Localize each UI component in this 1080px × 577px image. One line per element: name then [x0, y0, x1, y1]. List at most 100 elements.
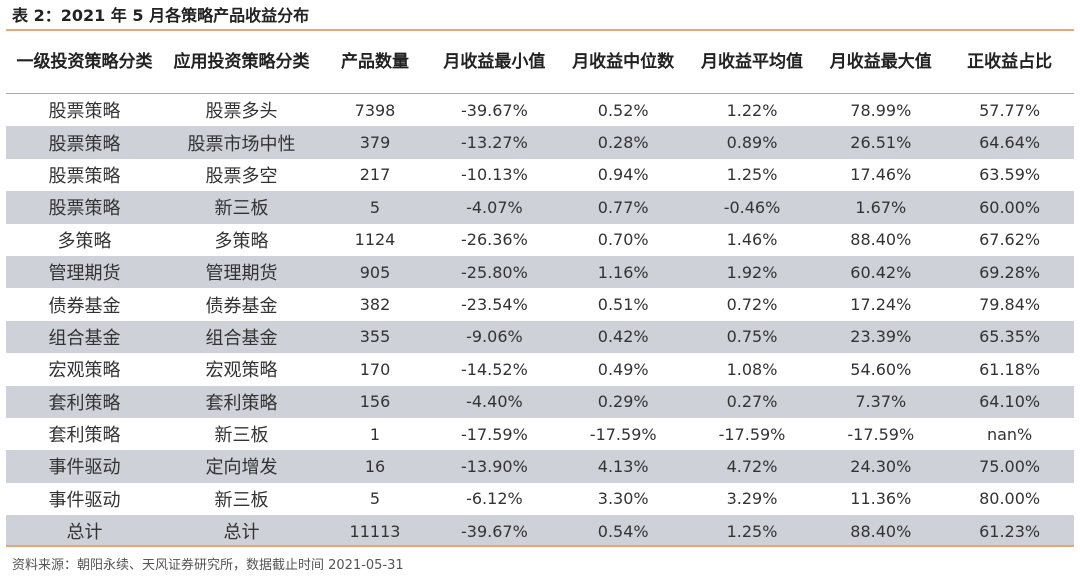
- table-cell: 管理期货: [6, 255, 163, 289]
- table-cell: 新三板: [163, 191, 320, 224]
- table-cell: 股票策略: [48, 101, 121, 123]
- source-note: 资料来源：朝阳永续、天风证券研究所，数据截止时间 2021-05-31: [12, 558, 404, 573]
- table-row: 股票策略 新三板 5 -4.07% 0.77% -0.46% 1.67% 60.00%: [6, 191, 1074, 224]
- table-cell: 11.36%: [850, 489, 912, 509]
- title-divider: [6, 29, 1074, 31]
- table-cell: 总计: [163, 515, 320, 548]
- header-monthly-median: 月收益中位数: [572, 51, 675, 72]
- table-cell: 股票市场中性: [163, 126, 320, 159]
- table-cell: -4.07%: [430, 191, 559, 224]
- table-cell: 0.72%: [726, 295, 778, 315]
- table-cell: 1.22%: [726, 100, 778, 120]
- table-title: 表 2：2021 年 5 月各策略产品收益分布: [12, 6, 310, 25]
- table-cell: 1.25%: [687, 515, 817, 548]
- table-cell: 宏观策略: [48, 360, 121, 382]
- table-cell: 5: [369, 489, 381, 509]
- table-cell: 多策略: [57, 230, 112, 252]
- table-cell: 217: [359, 165, 391, 185]
- table-cell: 0.27%: [687, 385, 817, 418]
- table-cell: -10.13%: [461, 165, 528, 185]
- table-cell: 379: [320, 126, 430, 159]
- table-cell: 26.51%: [816, 126, 946, 159]
- table-cell: 60.42%: [816, 255, 946, 289]
- table-cell: 64.64%: [945, 126, 1074, 159]
- header-product-count: 产品数量: [341, 51, 409, 72]
- table-cell: 0.52%: [597, 100, 649, 120]
- table-cell: 54.60%: [850, 359, 912, 379]
- table-cell: -39.67%: [461, 100, 528, 120]
- table-cell: 79.84%: [979, 295, 1041, 315]
- table-cell: 管理期货: [163, 255, 320, 289]
- header-positive-ratio: 正收益占比: [967, 51, 1053, 72]
- table-cell: 60.00%: [945, 191, 1074, 224]
- table-cell: 股票多空: [205, 165, 278, 187]
- table-row: 债券基金 债券基金 382 -23.54% 0.51% 0.72% 17.24% 79.84%: [6, 288, 1074, 320]
- table-cell: 170: [359, 359, 391, 379]
- table-cell: 156: [320, 385, 430, 418]
- table-cell: -13.90%: [430, 450, 559, 483]
- table-cell: 定向增发: [163, 450, 320, 483]
- table-cell: -6.12%: [466, 489, 523, 509]
- table-cell: 24.30%: [816, 450, 946, 483]
- table-row: 总计 总计 11113 -39.67% 0.54% 1.25% 88.40% 61.23%: [6, 515, 1074, 548]
- table-cell: 80.00%: [979, 489, 1041, 509]
- table-cell: -23.54%: [461, 295, 528, 315]
- table-cell: 3.29%: [726, 489, 778, 509]
- table-cell: 债券基金: [205, 295, 278, 317]
- table-cell: 债券基金: [48, 295, 121, 317]
- table-cell: 1124: [354, 230, 396, 250]
- header-monthly-mean: 月收益平均值: [700, 51, 803, 72]
- table-row: 组合基金 组合基金 355 -9.06% 0.42% 0.75% 23.39% 65.35%: [6, 320, 1074, 354]
- table-cell: 1.67%: [816, 191, 946, 224]
- table-cell: 套利策略: [163, 385, 320, 418]
- table-cell: 事件驱动: [6, 450, 163, 483]
- table-cell: 65.35%: [945, 320, 1074, 354]
- table-cell: -4.40%: [430, 385, 559, 418]
- table-cell: 0.89%: [687, 126, 817, 159]
- table-cell: 股票策略: [6, 126, 163, 159]
- table-cell: 78.99%: [850, 100, 912, 120]
- table-cell: -14.52%: [461, 359, 528, 379]
- table-cell: 股票多头: [205, 101, 278, 123]
- table-cell: 1: [369, 424, 381, 444]
- header-primary-strategy: 一级投资策略分类: [16, 51, 153, 72]
- table-cell: 75.00%: [945, 450, 1074, 483]
- table-cell: -17.59%: [461, 424, 528, 444]
- table-cell: -13.27%: [430, 126, 559, 159]
- header-monthly-max: 月收益最大值: [829, 51, 932, 72]
- table-cell: 0.28%: [558, 126, 688, 159]
- table-row: 股票策略 股票市场中性 379 -13.27% 0.28% 0.89% 26.51% 64.6…: [6, 126, 1074, 159]
- table-cell: 4.72%: [687, 450, 817, 483]
- table-cell: -39.67%: [430, 515, 559, 548]
- table-cell: 1.46%: [726, 230, 778, 250]
- header-applied-strategy: 应用投资策略分类: [173, 51, 310, 72]
- table-cell: 88.40%: [850, 230, 912, 250]
- table-cell: 64.10%: [945, 385, 1074, 418]
- table-cell: 宏观策略: [205, 360, 278, 382]
- table-row: 套利策略 套利策略 156 -4.40% 0.29% 0.27% 7.37% 64.10%: [6, 385, 1074, 418]
- table-cell: 7398: [354, 100, 396, 120]
- table-cell: -17.59%: [847, 424, 915, 444]
- table-row: 事件驱动 新三板 5 -6.12% 3.30% 3.29% 11.36% 80.00%: [6, 483, 1074, 515]
- table-row: 股票策略 股票多头 7398 -39.67% 0.52% 1.22% 78.99% 57.77…: [6, 94, 1074, 127]
- table-cell: 1.08%: [726, 359, 778, 379]
- table-cell: 组合基金: [6, 320, 163, 354]
- table-cell: 总计: [6, 515, 163, 548]
- table-cell: 套利策略: [6, 385, 163, 418]
- table-cell: 多策略: [214, 230, 269, 252]
- header-monthly-min: 月收益最小值: [443, 51, 546, 72]
- table-row: 套利策略 新三板 1 -17.59% -17.59% -17.59% -17.59% nan%: [6, 418, 1074, 450]
- table-cell: 0.29%: [558, 385, 688, 418]
- table-cell: 股票策略: [48, 165, 121, 187]
- table-cell: 355: [320, 320, 430, 354]
- table-row: 多策略 多策略 1124 -26.36% 0.70% 1.46% 88.40% 67.62%: [6, 224, 1074, 256]
- table-row: 管理期货 管理期货 905 -25.80% 1.16% 1.92% 60.42% 69.28%: [6, 255, 1074, 289]
- table-cell: 1.16%: [558, 255, 688, 289]
- table-cell: 0.42%: [558, 320, 688, 354]
- table-cell: 7.37%: [816, 385, 946, 418]
- table-cell: 0.75%: [687, 320, 817, 354]
- table-cell: 69.28%: [945, 255, 1074, 289]
- table-cell: 0.51%: [597, 295, 649, 315]
- table-cell: 61.18%: [979, 359, 1041, 379]
- table-cell: 0.54%: [558, 515, 688, 548]
